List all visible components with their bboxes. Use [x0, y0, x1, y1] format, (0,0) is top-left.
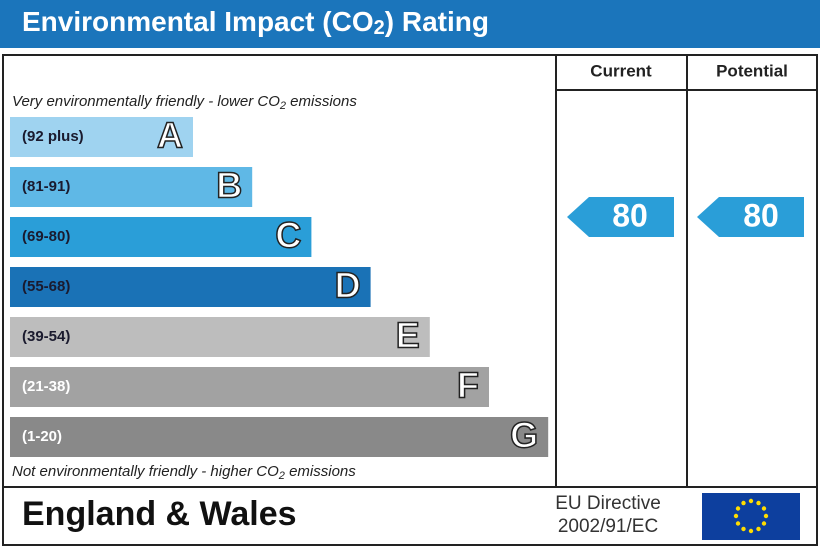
current-arrow	[567, 197, 674, 237]
potential-arrow	[697, 197, 804, 237]
note-text: emissions	[286, 93, 357, 110]
title-bar	[0, 0, 820, 48]
frame	[2, 54, 818, 546]
bottom-note: Not environmentally friendly - higher CO…	[12, 463, 356, 482]
eu-stars	[733, 498, 769, 534]
column-header: Potential	[716, 61, 788, 80]
band-bar	[10, 267, 371, 307]
title-text: ) Rating	[385, 6, 489, 37]
directive: 2002/91/EC	[558, 516, 658, 537]
band-bar	[10, 117, 193, 157]
band-letter: F	[457, 365, 479, 406]
band-range: (39-54)	[22, 328, 70, 345]
band-bar	[10, 317, 430, 357]
band-range: (55-68)	[22, 278, 70, 295]
eu-star	[741, 526, 746, 532]
band-letter: A	[157, 115, 183, 156]
current-rating: 80	[612, 197, 648, 233]
eu-star	[735, 521, 741, 526]
bands: (92 plus) A (81-91) B (69-80) C (55-68) D (39-54…	[10, 114, 549, 457]
title-text: Environmental Impact (CO	[22, 6, 374, 37]
top-note: Very environmentally friendly - lower CO…	[12, 93, 357, 112]
eu-star	[735, 506, 741, 511]
band-bar	[10, 217, 312, 257]
band-letter: B	[216, 165, 242, 206]
eu-star	[741, 500, 746, 506]
potential-rating: 80	[743, 197, 779, 233]
band-letter: E	[396, 315, 420, 356]
eu-star	[748, 498, 754, 504]
note-sub: 2	[278, 470, 285, 482]
title: Environmental Impact (CO2) Rating	[22, 6, 489, 39]
eu-star	[756, 500, 761, 506]
band-bar	[10, 417, 549, 457]
band-range: (92 plus)	[22, 128, 84, 145]
band-range: (21-38)	[22, 378, 70, 395]
eu-star	[733, 513, 739, 519]
band-letter: G	[510, 415, 538, 456]
band-range: (1-20)	[22, 428, 62, 445]
directive: EU Directive	[555, 493, 661, 514]
band-letter: D	[335, 265, 361, 306]
band-bar	[10, 367, 489, 407]
note-text: emissions	[285, 463, 356, 480]
note-text: Very environmentally friendly - lower CO	[12, 93, 280, 110]
eu-star	[748, 528, 754, 534]
band-range: (69-80)	[22, 228, 70, 245]
title-sub: 2	[374, 17, 385, 39]
note-text: Not environmentally friendly - higher CO	[12, 463, 279, 480]
band-letter: C	[275, 215, 301, 256]
eu-star	[761, 521, 767, 526]
note-sub: 2	[279, 100, 286, 112]
column-header: Current	[590, 61, 652, 80]
eu-star	[763, 513, 769, 519]
band-bar	[10, 167, 253, 207]
eu-star	[761, 506, 767, 511]
eu-star	[756, 526, 761, 532]
band-range: (81-91)	[22, 178, 70, 195]
region: England & Wales	[22, 495, 297, 533]
